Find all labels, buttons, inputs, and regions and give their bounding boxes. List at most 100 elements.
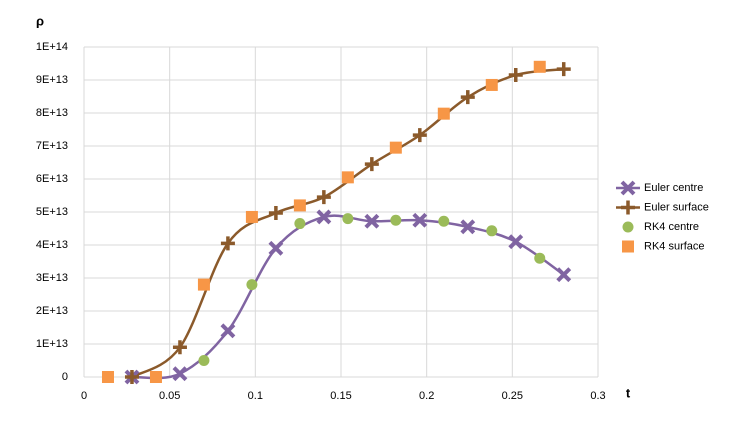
series-line: [131, 214, 565, 380]
y-tick-label: 8E+13: [36, 107, 68, 119]
marker-shape: [389, 141, 402, 154]
legend-marker: [622, 240, 634, 253]
marker: [437, 107, 450, 120]
legend-marker: [620, 180, 636, 196]
marker: [556, 62, 571, 77]
y-tick-label: 4E+13: [36, 239, 68, 251]
marker-shape: [412, 212, 428, 228]
marker: [124, 370, 139, 384]
marker: [293, 199, 306, 212]
marker-shape: [390, 214, 402, 226]
marker: [460, 90, 475, 105]
marker: [316, 190, 331, 205]
y-tick-label: 1E+14: [36, 41, 68, 53]
marker: [485, 78, 498, 91]
legend-marker: [621, 200, 635, 215]
y-tick-label: 9E+13: [36, 74, 68, 86]
marker-shape: [246, 279, 258, 291]
marker-shape: [198, 355, 210, 366]
x-tick-label: 0.15: [330, 390, 351, 402]
marker: [389, 141, 402, 154]
marker: [268, 240, 284, 256]
marker: [412, 128, 427, 143]
y-tick-label: 3E+13: [36, 272, 68, 284]
marker-shape: [197, 278, 210, 291]
marker-shape: [437, 107, 450, 120]
marker: [268, 205, 283, 220]
marker-shape: [268, 240, 284, 256]
marker-shape: [621, 200, 635, 215]
marker: [294, 218, 306, 230]
marker-shape: [622, 221, 634, 233]
marker: [508, 68, 523, 83]
x-tick-label: 0.1: [248, 390, 263, 402]
y-tick-label: 7E+13: [36, 140, 68, 152]
y-tick-label: 5E+13: [36, 206, 68, 218]
x-axis-label: t: [626, 385, 631, 400]
marker-shape: [412, 128, 427, 143]
marker-shape: [220, 323, 236, 339]
y-tick-label: 6E+13: [36, 173, 68, 185]
marker-shape: [508, 68, 523, 83]
marker: [364, 157, 379, 172]
marker-shape: [438, 215, 450, 227]
marker: [198, 355, 210, 366]
marker: [390, 214, 402, 226]
legend-label: RK4 surface: [644, 240, 705, 252]
legend-label: Euler centre: [644, 182, 703, 194]
marker: [245, 210, 258, 223]
legend-label: Euler surface: [644, 201, 709, 213]
marker: [556, 267, 572, 283]
marker: [316, 209, 332, 225]
marker-shape: [556, 267, 572, 283]
marker-shape: [245, 210, 258, 223]
marker-shape: [364, 213, 380, 229]
marker-shape: [293, 199, 306, 212]
x-tick-label: 0: [81, 390, 87, 402]
marker: [220, 236, 235, 251]
marker-shape: [294, 218, 306, 230]
marker: [534, 252, 546, 264]
x-tick-label: 0.25: [502, 390, 523, 402]
marker: [341, 171, 354, 184]
marker-shape: [268, 205, 283, 220]
marker-shape: [316, 209, 332, 225]
marker-shape: [124, 370, 139, 384]
marker: [172, 340, 187, 355]
x-tick-label: 0.05: [159, 390, 180, 402]
marker-shape: [556, 62, 571, 77]
y-tick-label: 2E+13: [36, 305, 68, 317]
marker-shape: [316, 190, 331, 205]
legend-label: RK4 centre: [644, 221, 699, 233]
marker: [438, 215, 450, 227]
marker-shape: [460, 90, 475, 105]
x-tick-label: 0.2: [419, 390, 434, 402]
marker-shape: [508, 234, 524, 250]
marker: [246, 279, 258, 291]
marker-shape: [172, 366, 188, 382]
marker-shape: [341, 171, 354, 184]
y-tick-label: 1E+13: [36, 338, 68, 350]
marker-shape: [486, 225, 498, 237]
marker: [220, 323, 236, 339]
marker: [197, 278, 210, 291]
marker: [412, 212, 428, 228]
marker: [364, 213, 380, 229]
marker: [149, 371, 162, 383]
marker-shape: [149, 371, 162, 383]
marker: [101, 371, 114, 383]
marker-shape: [101, 371, 114, 383]
marker-shape: [620, 180, 636, 196]
marker-shape: [622, 240, 634, 253]
marker: [460, 219, 476, 235]
legend-marker: [622, 221, 634, 233]
marker-shape: [534, 252, 546, 264]
marker-shape: [364, 157, 379, 172]
marker-shape: [342, 213, 354, 225]
marker-shape: [220, 236, 235, 251]
y-axis-label: ρ: [36, 13, 44, 28]
marker-shape: [533, 60, 546, 73]
marker-shape: [460, 219, 476, 235]
marker-shape: [172, 340, 187, 355]
